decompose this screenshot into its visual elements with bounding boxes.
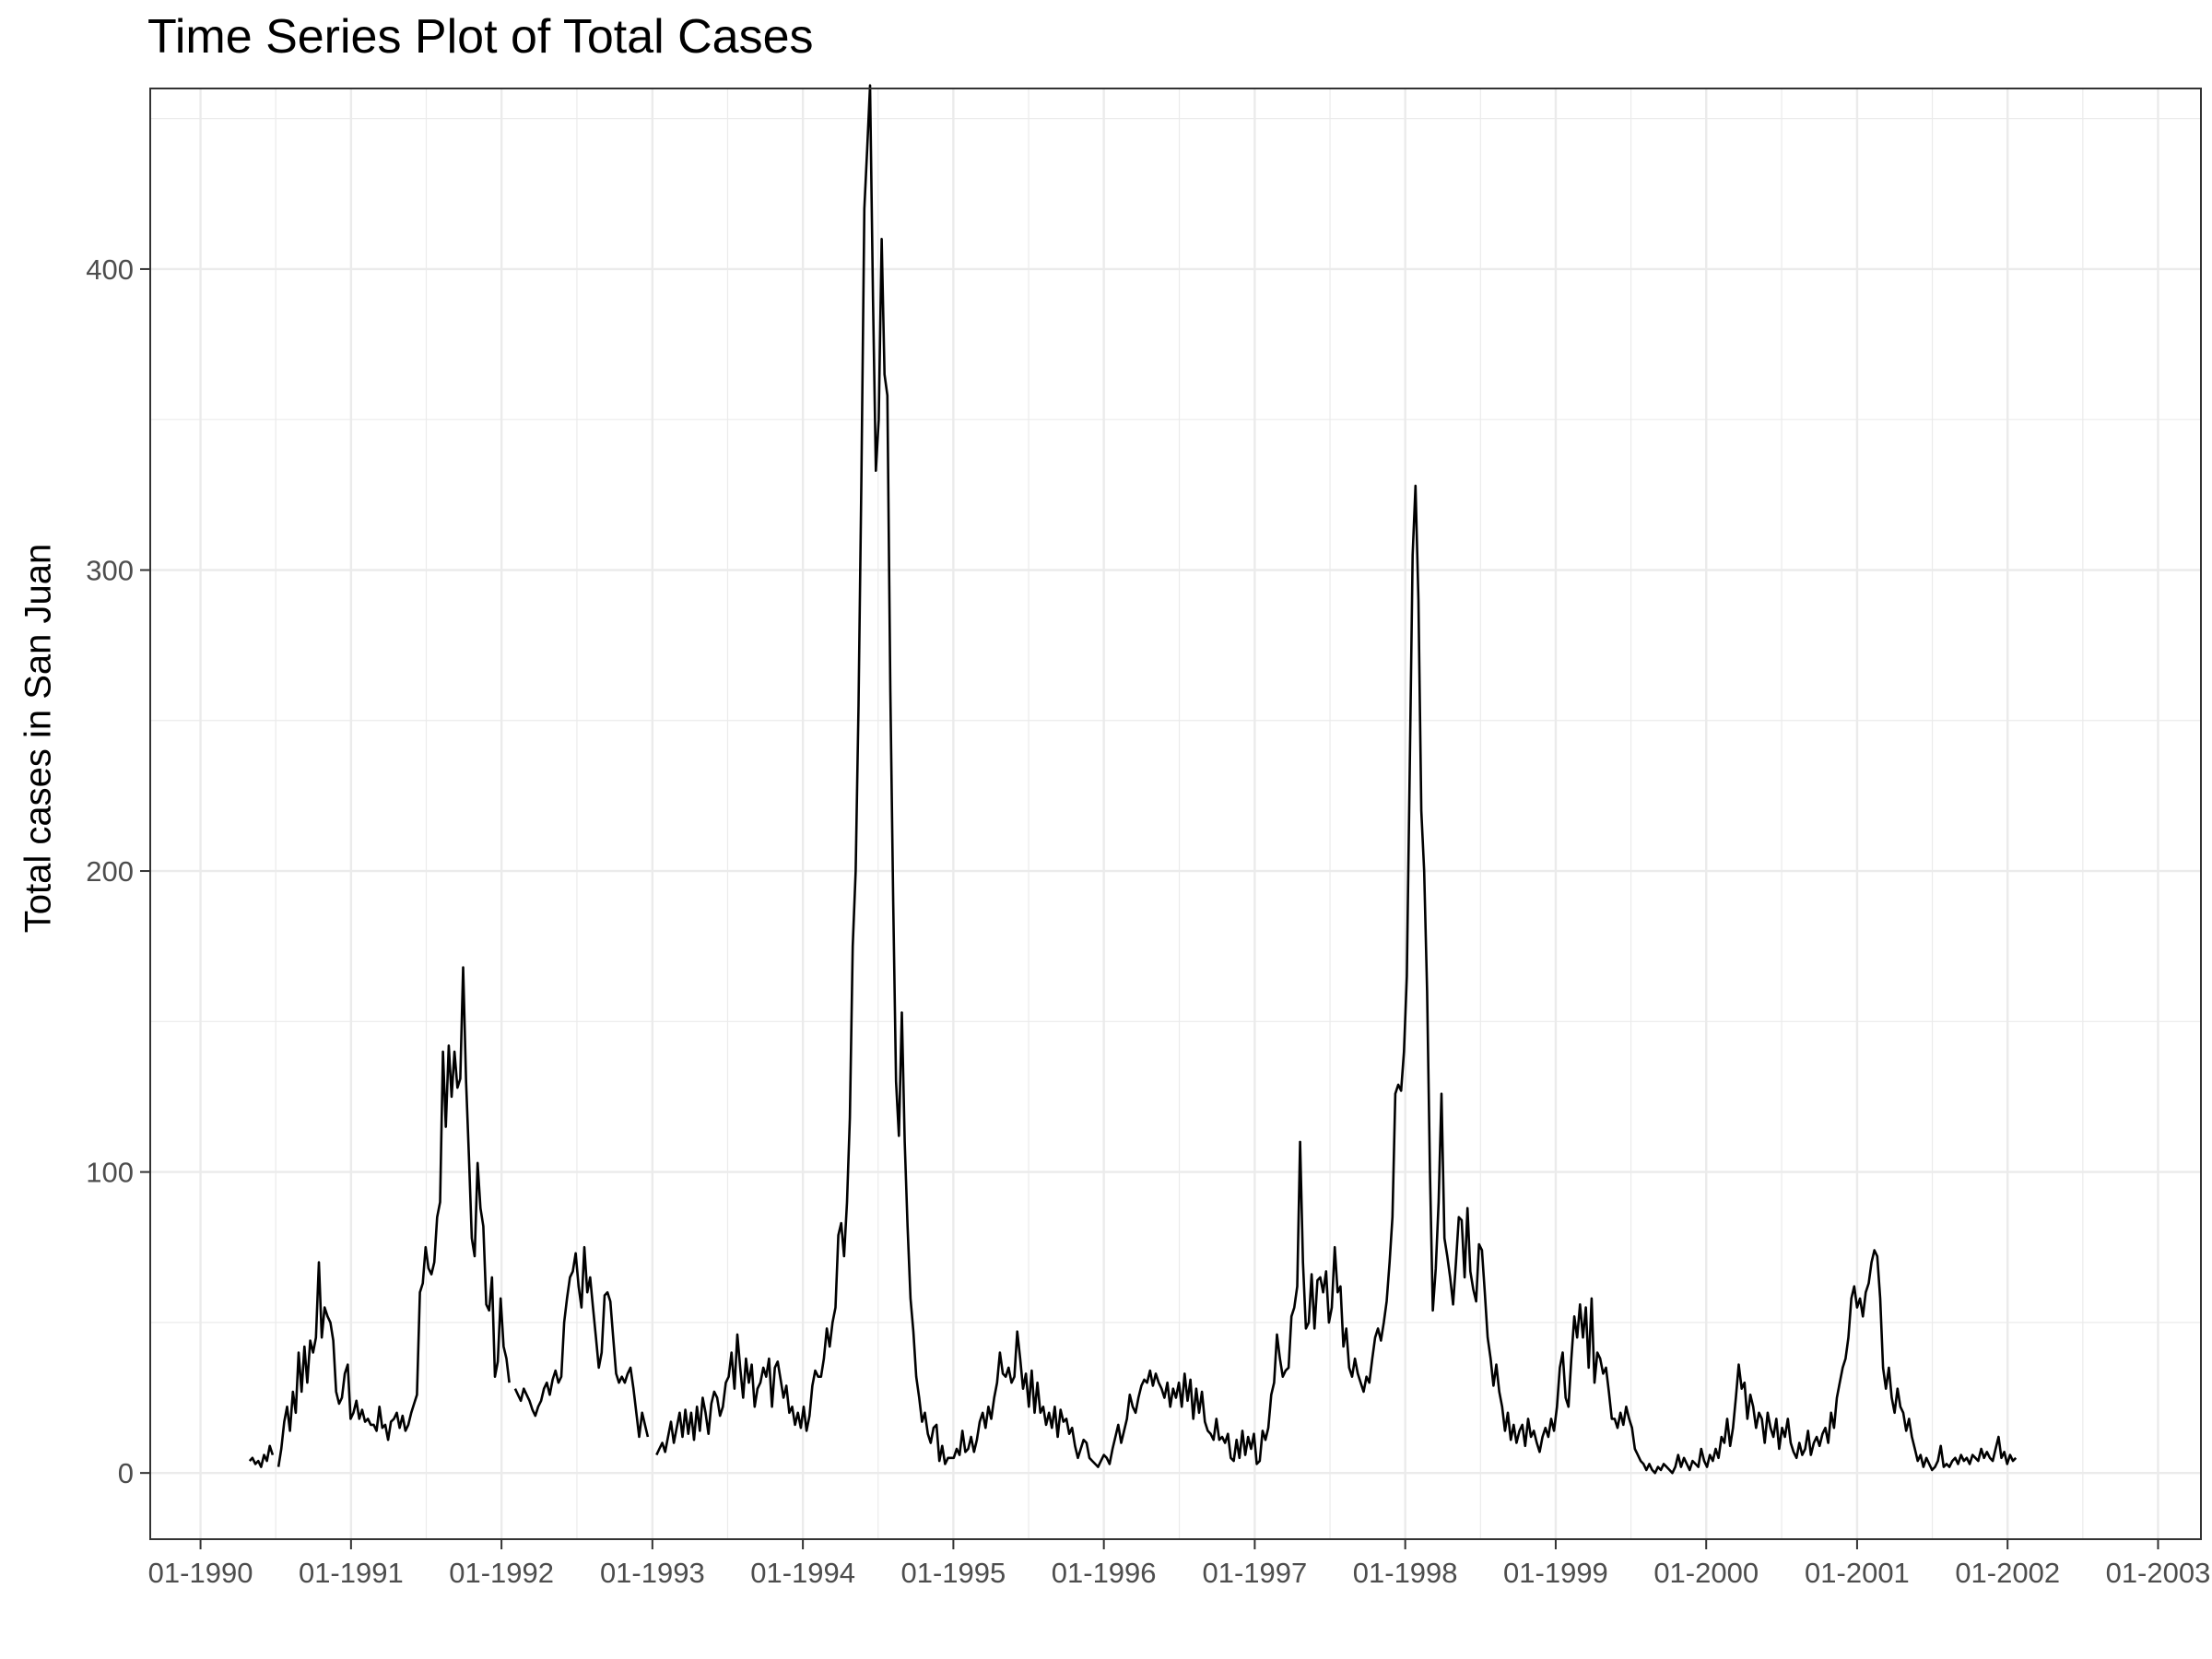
x-tick-label: 01-1999 [1503, 1557, 1608, 1589]
x-tick-label: 01-2000 [1653, 1557, 1759, 1589]
x-tick-label: 01-1991 [299, 1557, 404, 1589]
y-tick-label: 100 [86, 1157, 134, 1189]
x-tick-label: 01-1994 [750, 1557, 855, 1589]
grid-lines [150, 88, 2201, 1539]
series-line-path [248, 84, 2018, 1475]
chart-title: Time Series Plot of Total Cases [147, 10, 814, 64]
x-tick-label: 01-1992 [449, 1557, 554, 1589]
x-tick-label: 01-1993 [600, 1557, 705, 1589]
x-tick-label: 01-1998 [1353, 1557, 1458, 1589]
x-tick-label: 01-2001 [1805, 1557, 1910, 1589]
plot-panel-background [150, 88, 2201, 1539]
plot-panel-border [149, 88, 2202, 1540]
x-tick-label: 01-1997 [1202, 1557, 1307, 1589]
y-tick-label: 200 [86, 855, 134, 888]
series-line [248, 84, 2018, 1475]
x-tick-label: 01-1995 [901, 1557, 1006, 1589]
x-tick-label: 01-1996 [1052, 1557, 1157, 1589]
x-tick-label: 01-2003 [2106, 1557, 2211, 1589]
y-tick-label: 0 [118, 1457, 134, 1489]
x-tick-label: 01-2002 [1955, 1557, 2060, 1589]
y-tick-label: 400 [86, 253, 134, 286]
axes: 01-1990 01-1991 01-1992 01-1993 01-1994 01-19… [86, 253, 2210, 1589]
x-tick-label: 01-1990 [148, 1557, 253, 1589]
y-tick-label: 300 [86, 554, 134, 586]
